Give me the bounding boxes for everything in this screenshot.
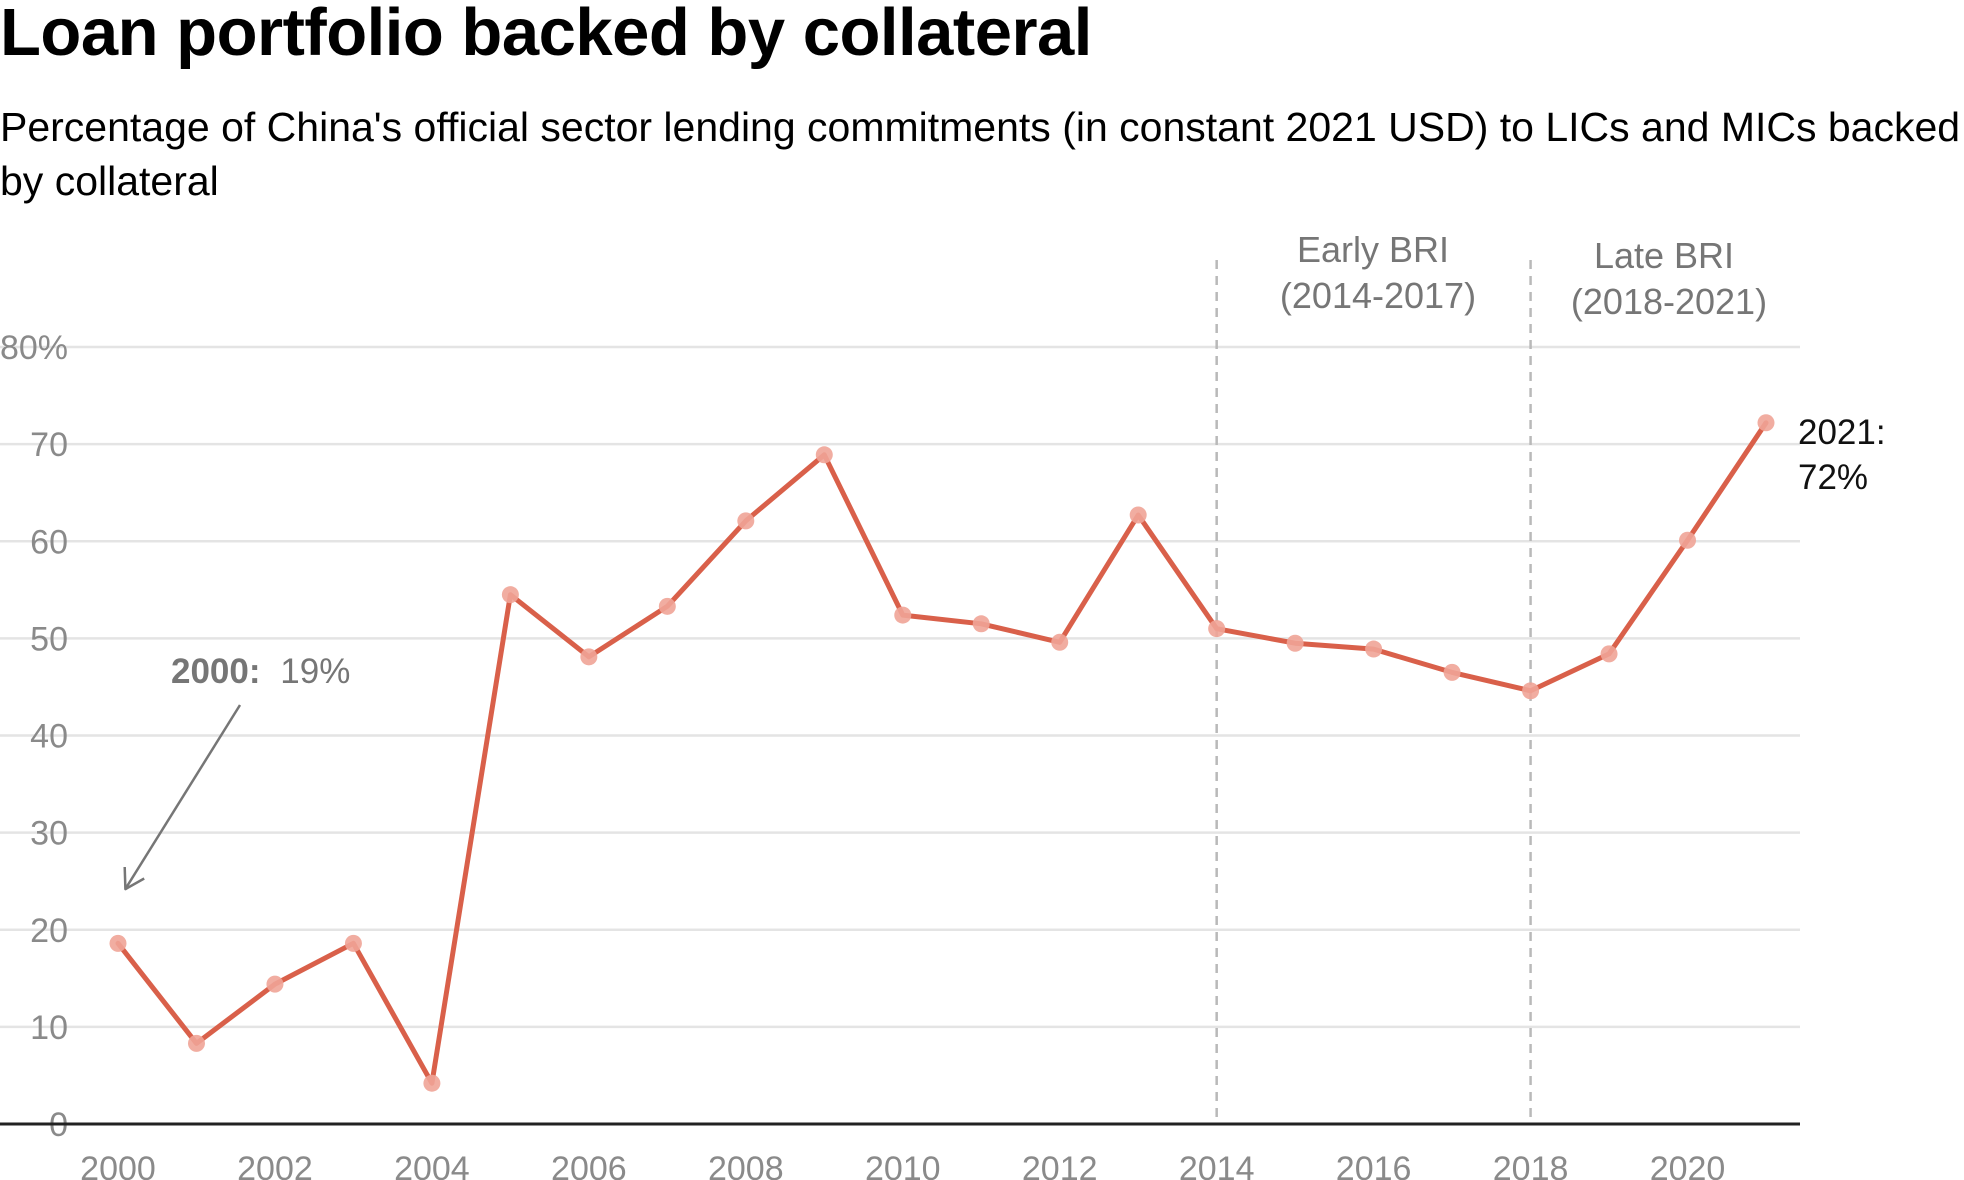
- data-point-2015: [1286, 634, 1304, 652]
- period-label-late-bri-line2: (2018-2021): [1571, 281, 1767, 322]
- start-annotation-value: 19%: [280, 652, 350, 691]
- annotations: 2000: 19% 2021: 72%: [123, 413, 1895, 891]
- data-point-2006: [580, 648, 598, 666]
- x-tick-label-2020: 2020: [1650, 1150, 1726, 1180]
- end-annotation-value: 72%: [1798, 458, 1868, 497]
- start-annotation-year: 2000:: [171, 652, 261, 691]
- start-annotation: 2000: 19%: [171, 652, 350, 691]
- period-markers: Early BRI (2014-2017) Late BRI (2018-202…: [1215, 229, 1767, 1124]
- data-point-2005: [501, 586, 519, 604]
- period-label-late-bri-line1: Late BRI: [1594, 235, 1734, 276]
- period-label-early-bri-line2: (2014-2017): [1280, 275, 1476, 316]
- data-point-2010: [894, 606, 912, 624]
- x-tick-label-2004: 2004: [394, 1150, 470, 1180]
- data-point-2012: [1051, 633, 1069, 651]
- data-point-2009: [815, 446, 833, 464]
- x-tick-label-2010: 2010: [865, 1150, 941, 1180]
- gridlines: [0, 345, 1800, 1029]
- data-point-2001: [187, 1034, 205, 1052]
- start-annotation-arrowhead: [123, 866, 145, 891]
- x-tick-label-2002: 2002: [237, 1150, 313, 1180]
- x-tick-label-2014: 2014: [1179, 1150, 1255, 1180]
- data-point-2021: [1757, 414, 1775, 432]
- data-point-2019: [1600, 645, 1618, 663]
- x-axis-ticks: 2000 2002 2004 2006 2008 2010 2012 2014 2016 2018…: [80, 1150, 1725, 1180]
- y-tick-label-10: 10: [30, 1009, 68, 1047]
- data-point-2020: [1679, 531, 1697, 549]
- x-tick-label-2016: 2016: [1336, 1150, 1412, 1180]
- data-point-2018: [1522, 682, 1540, 700]
- data-point-2014: [1208, 620, 1226, 638]
- data-point-2011: [972, 615, 990, 633]
- x-tick-label-2012: 2012: [1022, 1150, 1098, 1180]
- y-tick-label-40: 40: [30, 718, 68, 756]
- chart-title: Loan portfolio backed by collateral: [0, 0, 1092, 70]
- data-point-2004: [423, 1074, 441, 1092]
- period-label-early-bri-line1: Early BRI: [1297, 229, 1449, 270]
- data-point-2016: [1365, 640, 1383, 658]
- y-tick-label-50: 50: [30, 620, 68, 658]
- data-point-2013: [1129, 506, 1147, 524]
- y-tick-label-70: 70: [30, 426, 68, 464]
- series-line: [115, 420, 1769, 1086]
- x-tick-label-2008: 2008: [708, 1150, 784, 1180]
- data-point-2000: [109, 934, 127, 952]
- x-tick-label-2018: 2018: [1493, 1150, 1569, 1180]
- data-point-2008: [737, 512, 755, 530]
- chart-subtitle: Percentage of China's official sector le…: [0, 104, 1961, 204]
- y-axis-ticks: 01020304050607080%: [0, 329, 68, 1144]
- y-tick-label-80: 80%: [0, 329, 68, 367]
- y-tick-label-30: 30: [30, 815, 68, 853]
- y-tick-label-20: 20: [30, 912, 68, 950]
- data-point-2002: [266, 975, 284, 993]
- start-annotation-arrow: [124, 704, 242, 889]
- series-collateral-share: [109, 414, 1775, 1092]
- end-annotation-year: 2021:: [1798, 413, 1886, 452]
- data-point-2003: [344, 934, 362, 952]
- x-tick-label-2006: 2006: [551, 1150, 627, 1180]
- x-tick-label-2000: 2000: [80, 1150, 156, 1180]
- y-tick-label-60: 60: [30, 523, 68, 561]
- end-annotation: 2021: 72%: [1798, 413, 1895, 497]
- data-point-2007: [658, 597, 676, 615]
- data-point-2017: [1443, 663, 1461, 681]
- period-label-early-bri: Early BRI (2014-2017): [1280, 229, 1476, 316]
- period-label-late-bri: Late BRI (2018-2021): [1571, 235, 1767, 322]
